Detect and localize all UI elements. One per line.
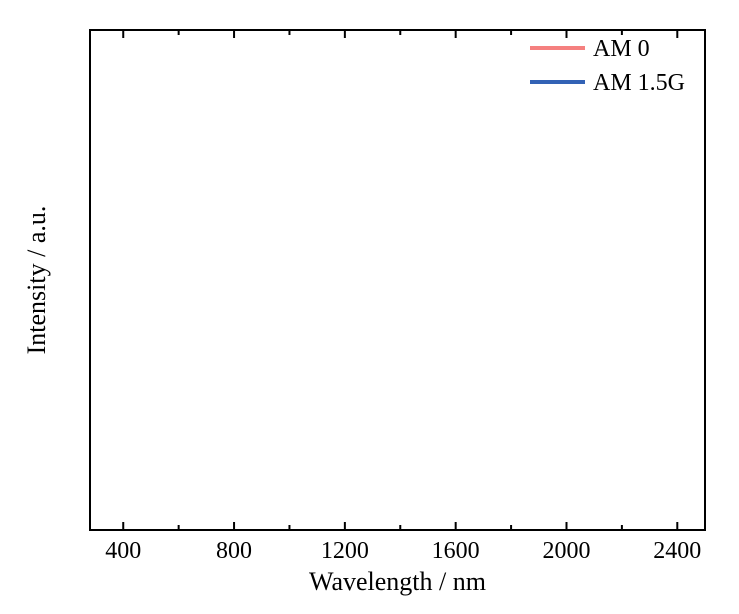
xtick-label: 1200: [321, 538, 369, 564]
spectrum-chart: 400 800 1200 1600 2000 2400 Wavelength / nm Int…: [0, 0, 739, 614]
legend-label: AM 0: [593, 36, 650, 62]
legend-label: AM 1.5G: [593, 70, 685, 96]
xtick-label: 2400: [653, 538, 701, 564]
x-axis-label: Wavelength / nm: [309, 567, 486, 596]
xtick-label: 2000: [542, 538, 590, 564]
xtick-label: 1600: [432, 538, 480, 564]
xtick-label: 800: [216, 538, 252, 564]
xtick-label: 400: [105, 538, 141, 564]
y-axis-label: Intensity / a.u.: [22, 206, 51, 355]
chart-svg: 400 800 1200 1600 2000 2400 Wavelength / nm Int…: [0, 0, 739, 614]
